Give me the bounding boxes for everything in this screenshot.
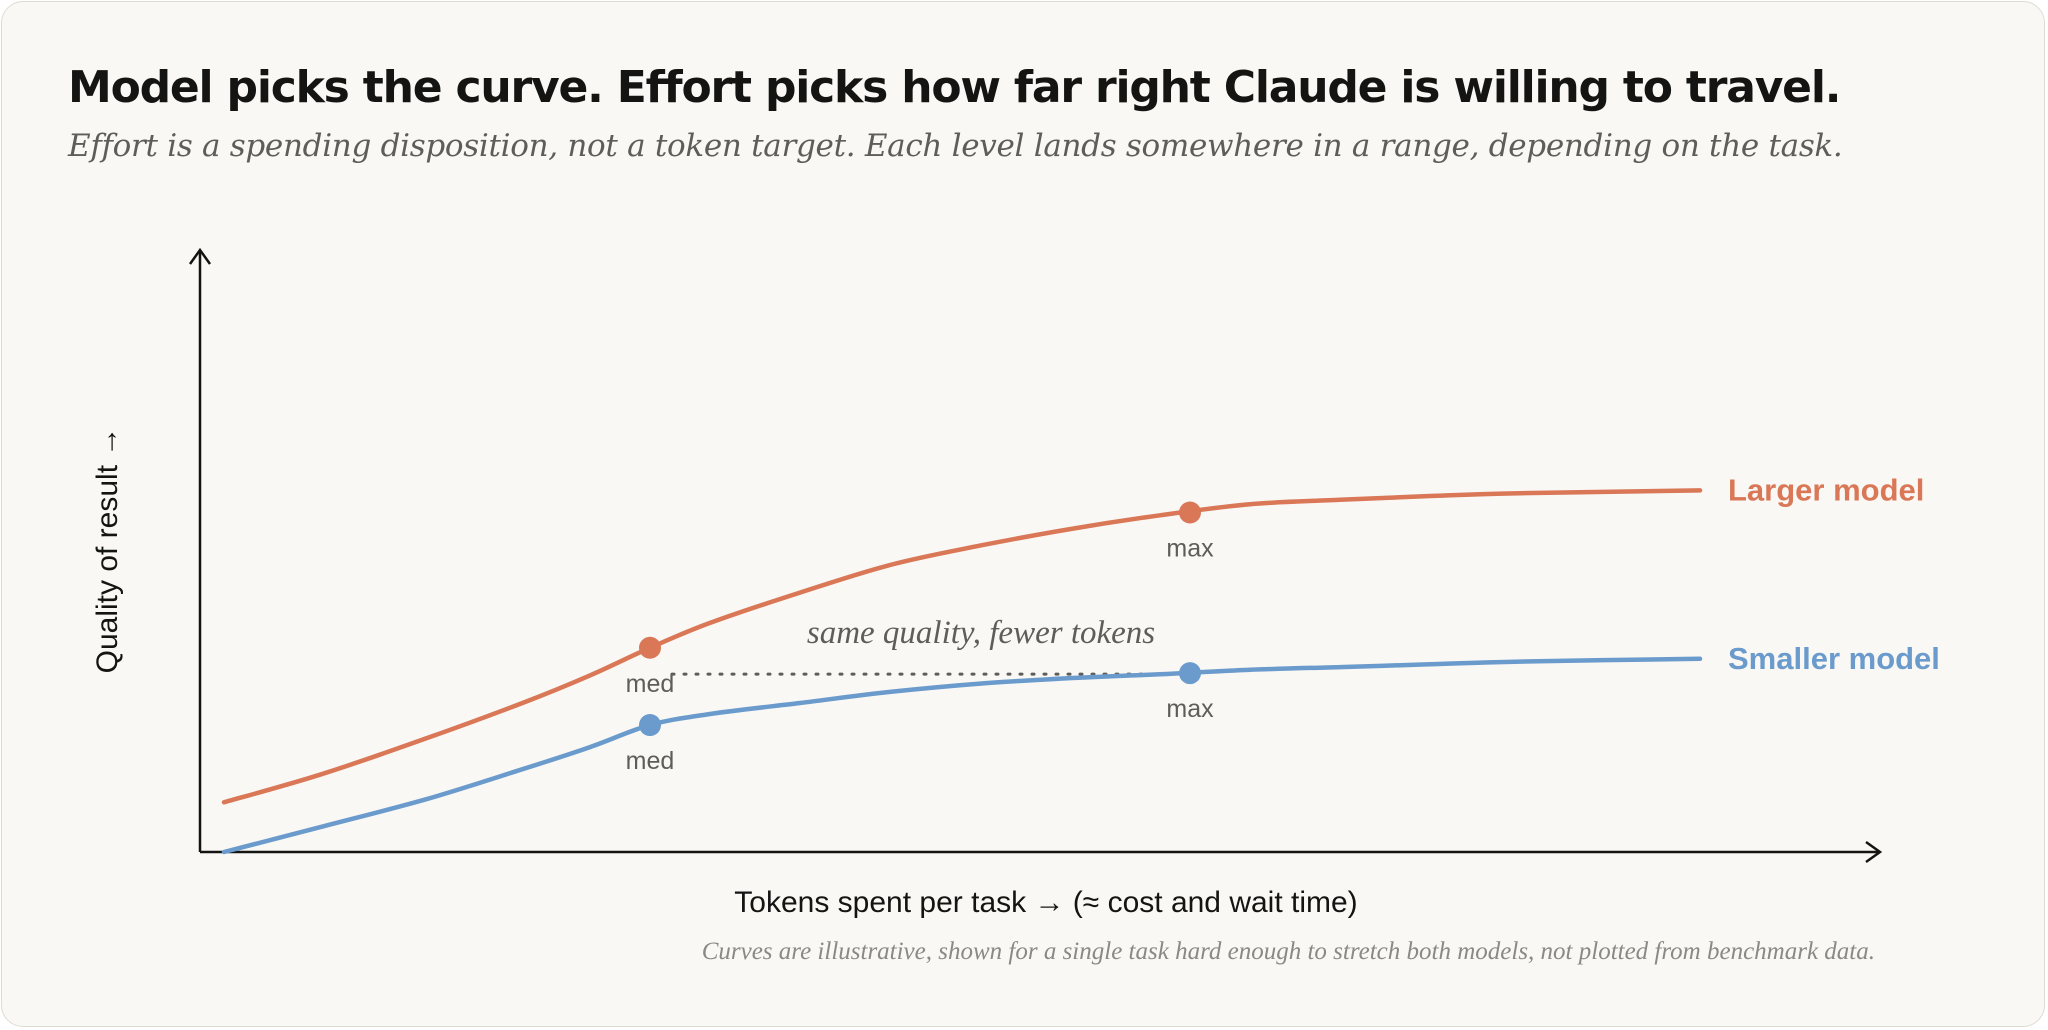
smaller-model-line	[221, 656, 1703, 855]
larger-model-legend-label: Larger model	[1728, 472, 1924, 507]
same-quality-annotation: same quality, fewer tokens	[807, 615, 1155, 651]
chart-subtitle: Effort is a spending disposition, not a …	[68, 128, 1843, 164]
y-axis-label: Quality of result →	[91, 427, 124, 674]
smaller-model-med-label: med	[626, 747, 675, 775]
y-axis-arrow	[188, 247, 212, 265]
smaller-model-legend-label: Smaller model	[1728, 641, 1940, 676]
x-axis-label: Tokens spent per task → (≈ cost and wait…	[734, 886, 1357, 919]
larger-model-med-point	[639, 636, 661, 659]
larger-model-max-label: max	[1166, 535, 1214, 563]
footnote: Curves are illustrative, shown for a sin…	[702, 938, 1875, 965]
chart-title: Model picks the curve. Effort picks how …	[68, 62, 1841, 113]
smaller-model-med-point	[639, 714, 661, 737]
series-layer: med max Larger model med max Smaller model	[221, 472, 1940, 855]
smaller-model-max-point	[1179, 662, 1201, 685]
axes	[188, 247, 1883, 864]
x-axis-arrow	[1865, 840, 1883, 864]
larger-model-line	[221, 488, 1703, 805]
larger-model-med-label: med	[626, 670, 675, 698]
larger-model-max-point	[1179, 501, 1201, 524]
smaller-model-max-label: max	[1166, 695, 1214, 723]
